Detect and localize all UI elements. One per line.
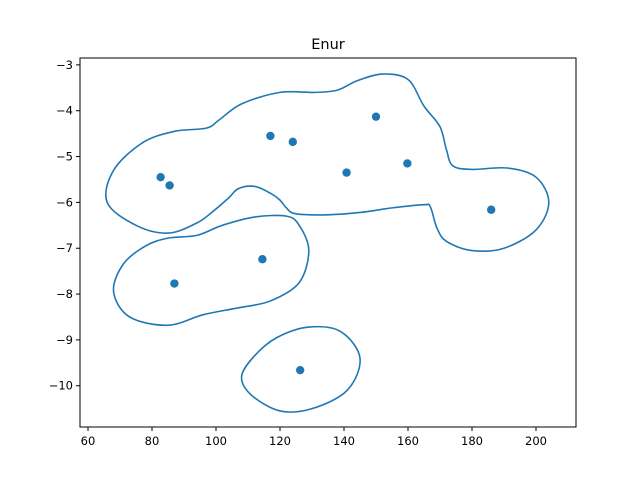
scatter-point-1	[156, 172, 165, 182]
x-tick-label: 140	[333, 434, 355, 448]
y-tick-label: −3	[56, 58, 73, 72]
x-tick-label: 100	[205, 434, 227, 448]
scatter-point-8	[342, 168, 351, 177]
x-axis: 60 80 100 120 140 160 180 200	[81, 427, 547, 448]
y-tick-label: −9	[56, 333, 73, 347]
scatter-point-7	[295, 365, 305, 375]
x-tick-label: 120	[269, 434, 291, 448]
scatter-point-3	[170, 279, 179, 288]
y-tick-label: −7	[56, 241, 73, 255]
contour-line-2	[112, 214, 310, 327]
scatter-point-2	[165, 181, 174, 190]
contour-line-1	[105, 73, 550, 253]
scatter-point-6	[288, 137, 297, 147]
x-tick-label: 200	[525, 434, 547, 448]
scatter-point-11	[487, 205, 496, 214]
plot-frame	[79, 57, 577, 428]
chart-title: Enur	[311, 37, 345, 53]
y-tick-label: −8	[56, 287, 73, 301]
y-tick-label: −10	[49, 379, 73, 393]
contour-line-3	[240, 325, 361, 413]
x-tick-label: 60	[81, 434, 96, 448]
scatter-point-9	[371, 112, 381, 121]
x-tick-label: 80	[145, 434, 160, 448]
scatter-point-4	[258, 255, 267, 264]
scatter-point-10	[403, 159, 412, 168]
y-tick-label: −4	[56, 104, 73, 118]
y-tick-label: −5	[56, 150, 73, 164]
scatter-points	[156, 112, 496, 375]
y-axis: −3 −4 −5 −6 −7 −8 −9 −10	[49, 58, 80, 393]
x-tick-label: 180	[461, 434, 483, 448]
y-tick-label: −6	[56, 195, 73, 209]
scatter-point-5	[266, 131, 275, 141]
x-tick-label: 160	[397, 434, 419, 448]
contour-group	[105, 73, 550, 413]
